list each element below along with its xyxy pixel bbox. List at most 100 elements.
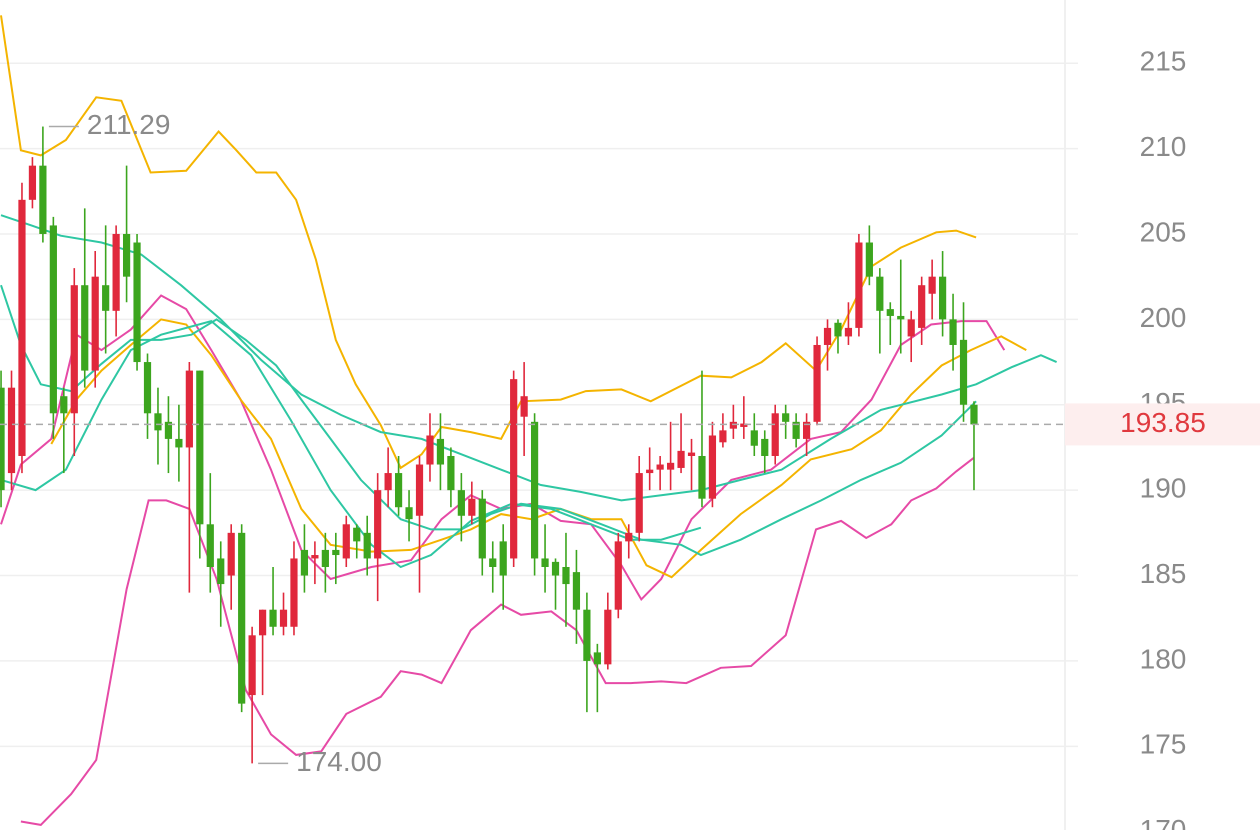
candle-body [562, 566, 570, 585]
candle-body [363, 532, 371, 559]
candle-body [28, 165, 37, 200]
candle-body [457, 490, 465, 516]
candle-body [133, 242, 141, 363]
candle-body [876, 276, 884, 311]
candle-body [206, 524, 214, 567]
candle-body [625, 532, 633, 542]
candle-body [572, 572, 581, 610]
candle-body [279, 609, 288, 627]
candle-body [802, 421, 811, 439]
y-tick-label: 180 [1140, 643, 1187, 674]
candle-body [415, 464, 424, 516]
candle-body [740, 423, 748, 427]
candle-body [499, 541, 507, 576]
candle-body [897, 315, 905, 320]
candle-body [551, 561, 560, 576]
candle-body [489, 558, 497, 567]
candle-body [478, 498, 486, 559]
candle-body [834, 322, 842, 337]
candle-body [60, 396, 68, 414]
candle-body [0, 387, 5, 491]
candle-body [666, 462, 675, 470]
candle-body [196, 370, 204, 525]
candle-body [122, 233, 131, 277]
candle-body [436, 438, 445, 465]
y-tick-label: 215 [1140, 46, 1187, 77]
candle-body [81, 285, 89, 371]
candle-body [405, 507, 413, 520]
candle-body [248, 635, 256, 696]
last-price-label: 193.85 [1120, 407, 1206, 438]
candle-body [112, 233, 120, 311]
indicator-line [0, 284, 977, 557]
candle-body [541, 558, 549, 567]
candle-body [426, 435, 434, 465]
candle-body [520, 396, 528, 417]
candle-body [258, 609, 267, 636]
candle-body [217, 558, 225, 585]
candle-body [771, 413, 779, 456]
y-tick-label: 200 [1140, 302, 1187, 333]
indicator-line [20, 456, 975, 826]
last-price-box [1065, 403, 1260, 446]
annotation-label: 211.29 [87, 109, 171, 140]
candle-body [468, 498, 476, 516]
indicator-line [0, 319, 702, 569]
candle-body [865, 242, 873, 277]
candle-body [698, 455, 706, 499]
y-tick-label: 190 [1140, 473, 1187, 504]
candles [0, 126, 978, 764]
candle-body [646, 469, 654, 474]
candle-body [604, 609, 612, 665]
candle-body [185, 370, 193, 448]
candle-body [374, 490, 382, 559]
y-tick-label: 170 [1140, 814, 1187, 830]
candle-body [918, 285, 926, 328]
candle-body [959, 339, 968, 405]
candle-body [510, 379, 518, 559]
candle-body [321, 549, 329, 567]
candle-body [447, 455, 455, 491]
candle-body [164, 421, 173, 439]
candle-body [269, 609, 277, 627]
y-tick-label: 185 [1140, 558, 1187, 589]
candle-body [855, 242, 863, 328]
candle-body [175, 438, 183, 448]
candle-body [708, 435, 717, 499]
candle-body [530, 421, 539, 559]
candle-body [928, 276, 936, 294]
candle-body [656, 464, 664, 470]
grid [0, 62, 1078, 748]
candle-body [907, 319, 915, 337]
candle-body [290, 558, 298, 627]
candle-body [394, 473, 403, 508]
candle-body [593, 652, 601, 665]
y-tick-label: 175 [1140, 729, 1187, 760]
candle-body [311, 555, 319, 559]
candle-body [18, 199, 26, 456]
candle-body [938, 276, 947, 320]
candle-body [635, 473, 643, 533]
annotation-label: 174.00 [296, 746, 382, 777]
candle-body [227, 532, 235, 576]
candle-body [729, 421, 737, 429]
overlay: 170175180185190195200205210215211.29174.… [0, 46, 1260, 830]
candle-body [750, 430, 758, 446]
candle-body [792, 421, 800, 439]
candle-body [102, 285, 110, 311]
candle-body [813, 344, 821, 422]
candle-body [7, 387, 16, 474]
candle-body [91, 276, 99, 371]
candle-body [143, 362, 152, 414]
candle-body [70, 285, 78, 414]
candle-body [844, 327, 853, 337]
candle-body [677, 450, 685, 468]
candle-body [300, 549, 309, 576]
y-tick-label: 210 [1140, 131, 1187, 162]
candle-body [949, 319, 957, 345]
candle-body [970, 404, 978, 425]
candle-body [154, 413, 162, 431]
candle-body [353, 527, 361, 542]
